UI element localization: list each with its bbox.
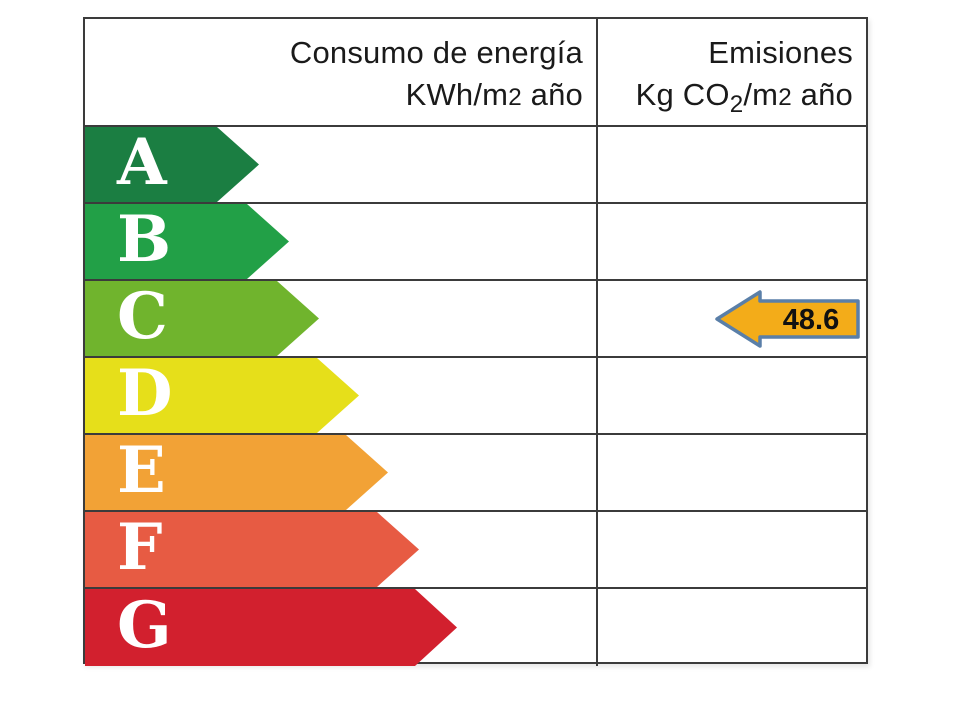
rating-arrow-d: D: [85, 358, 359, 433]
rating-row-b: B: [85, 204, 866, 281]
rating-row-g: G: [85, 589, 866, 666]
unit-text-segment: 2: [729, 90, 744, 118]
unit-text-segment: año: [521, 77, 583, 112]
consumption-header-line1: Consumo de energía: [289, 35, 583, 70]
rating-letter: F: [117, 512, 163, 585]
rating-row-f: F: [85, 512, 866, 589]
unit-text-segment: KWh/m: [405, 77, 509, 112]
consumption-cell-b: B: [85, 204, 598, 279]
rating-letter: D: [117, 358, 173, 431]
rating-letter: E: [117, 435, 166, 508]
rating-arrow-a: A: [85, 127, 259, 202]
rating-arrow-g: G: [85, 589, 457, 666]
consumption-cell-e: E: [85, 435, 598, 510]
emissions-cell-a: [598, 127, 866, 202]
emissions-header-units: Kg CO2/m2 año: [635, 77, 853, 118]
rating-arrow-c: C: [85, 281, 319, 356]
unit-text-segment: 2: [508, 84, 522, 111]
rating-letter: G: [117, 589, 172, 663]
value-label: 48.6: [783, 304, 839, 336]
rating-arrow-b: B: [85, 204, 289, 279]
rating-letter: A: [117, 127, 167, 200]
emissions-cell-g: [598, 589, 866, 666]
rating-letter: C: [117, 281, 168, 354]
consumption-cell-d: D: [85, 358, 598, 433]
consumption-header-units: KWh/m2 año: [406, 77, 583, 112]
emissions-cell-e: [598, 435, 866, 510]
unit-text-segment: año: [791, 77, 853, 112]
rating-rows: A B C 48.6 D E F G: [85, 127, 866, 666]
emissions-column-header: Emisiones Kg CO2/m2 año: [598, 19, 866, 125]
emissions-cell-b: [598, 204, 866, 279]
rating-row-d: D: [85, 358, 866, 435]
emissions-cell-f: [598, 512, 866, 587]
consumption-cell-a: A: [85, 127, 598, 202]
consumption-cell-c: C: [85, 281, 598, 356]
value-arrow: 48.6: [715, 289, 860, 348]
table-header: Consumo de energía KWh/m2 año Emisiones …: [85, 19, 866, 127]
consumption-cell-g: G: [85, 589, 598, 666]
unit-text-segment: /m: [743, 77, 779, 112]
consumption-column-header: Consumo de energía KWh/m2 año: [85, 19, 598, 125]
emissions-header-line1: Emisiones: [708, 35, 853, 70]
emissions-cell-d: [598, 358, 866, 433]
rating-row-c: C 48.6: [85, 281, 866, 358]
rating-row-e: E: [85, 435, 866, 512]
rating-arrow-f: F: [85, 512, 419, 587]
emissions-cell-c: 48.6: [598, 281, 866, 356]
rating-letter: B: [117, 204, 172, 277]
energy-rating-table: Consumo de energía KWh/m2 año Emisiones …: [83, 17, 868, 666]
unit-text-segment: Kg CO: [635, 77, 730, 112]
rating-arrow-e: E: [85, 435, 388, 510]
consumption-cell-f: F: [85, 512, 598, 587]
rating-row-a: A: [85, 127, 866, 204]
unit-text-segment: 2: [778, 84, 792, 111]
